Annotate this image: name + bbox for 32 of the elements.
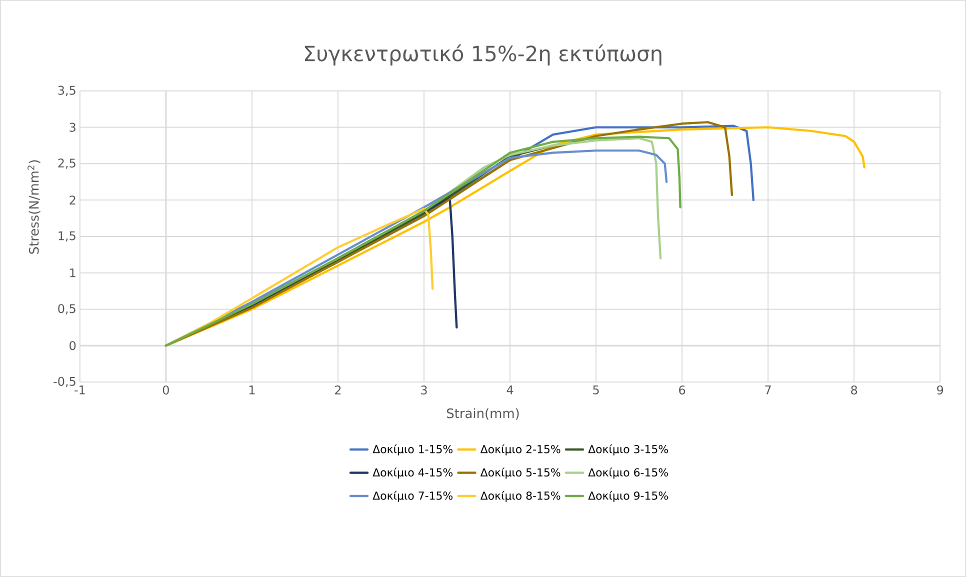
- legend-label: Δοκίμιο 6-15%: [588, 468, 668, 479]
- x-tick-label: 6: [679, 386, 686, 395]
- legend-label: Δοκίμιο 3-15%: [588, 444, 668, 456]
- legend-label: Δοκίμιο 5-15%: [480, 468, 560, 479]
- legend-label: Δοκίμιο 9-15%: [588, 490, 668, 502]
- y-tick-label: -0,5: [54, 376, 76, 388]
- y-tick-label: 1,5: [58, 231, 76, 242]
- x-tick-label: -1: [74, 386, 85, 394]
- legend-label: Δοκίμιο 2-15%: [480, 444, 560, 456]
- x-tick-label: 9: [937, 386, 944, 395]
- x-tick-label: 0: [162, 386, 169, 395]
- x-tick-label: 4: [506, 386, 514, 394]
- x-axis-title: Strain(mm): [447, 408, 519, 420]
- legend-label: Δοκίμιο 8-15%: [480, 490, 560, 502]
- y-tick-label: 1: [70, 268, 76, 278]
- y-tick-label: 0: [70, 341, 76, 350]
- chart-title: Συγκεντρωτικό 15%-2η εκτύπωση: [304, 44, 662, 66]
- x-tick-label: 3: [421, 386, 427, 395]
- x-tick-label: 7: [765, 386, 771, 394]
- x-tick-label: 8: [851, 386, 858, 395]
- legend-label: Δοκίμιο 1-15%: [372, 444, 453, 456]
- legend-label: Δοκίμιο 4-15%: [372, 468, 453, 479]
- x-tick-label: 5: [593, 386, 599, 394]
- y-tick-label: 3,5: [58, 86, 76, 96]
- y-tick-label: 3: [70, 122, 76, 132]
- x-tick-label: 2: [335, 386, 341, 394]
- y-tick-label: 0,5: [58, 304, 76, 314]
- y-tick-label: 2: [70, 196, 76, 205]
- y-axis-title: Stress(N/mm$^{2}$): [28, 160, 40, 254]
- y-tick-label: 2,5: [58, 158, 76, 169]
- x-tick-label: 1: [249, 386, 255, 394]
- legend-label: Δοκίμιο 7-15%: [372, 490, 453, 502]
